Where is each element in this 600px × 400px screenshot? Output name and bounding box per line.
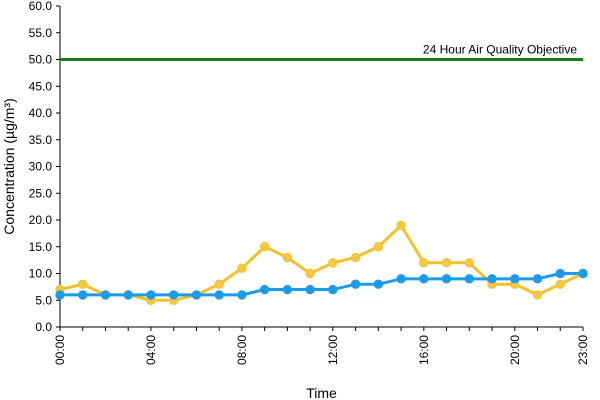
data-point: [146, 290, 156, 300]
y-tick-label: 20.0: [29, 213, 53, 227]
data-point: [100, 290, 111, 300]
y-tick-label: 60.0: [29, 0, 53, 13]
data-point: [441, 274, 452, 284]
data-point: [396, 220, 406, 231]
x-tick-label: 20:00: [508, 335, 522, 365]
data-point: [328, 284, 338, 295]
y-tick-label: 30.0: [29, 160, 53, 174]
data-point: [259, 284, 270, 295]
y-tick-label: 45.0: [29, 79, 53, 93]
data-point: [578, 268, 588, 279]
x-axis-title: Time: [306, 385, 337, 400]
data-point: [191, 290, 202, 300]
data-point: [396, 274, 406, 284]
y-tick-label: 15.0: [29, 240, 53, 254]
data-point: [214, 279, 224, 289]
y-tick-label: 25.0: [29, 186, 53, 200]
x-axis-ticks: 00:00 04:00 08:00 12:00 16:00 20:00 23:00: [53, 327, 590, 365]
y-tick-label: 50.0: [29, 53, 53, 67]
data-point: [328, 258, 338, 268]
data-point: [55, 290, 65, 300]
data-point: [555, 279, 565, 289]
x-tick-label: 08:00: [235, 335, 249, 365]
data-point: [214, 290, 224, 300]
data-point: [464, 274, 475, 284]
data-point: [419, 258, 429, 268]
data-point: [237, 290, 247, 300]
data-point: [510, 274, 520, 284]
series-2: [55, 268, 588, 300]
series-1: [55, 220, 588, 305]
y-tick-label: 55.0: [29, 26, 53, 40]
data-point: [464, 258, 475, 268]
data-point: [555, 268, 565, 279]
data-point: [419, 274, 429, 284]
data-point: [441, 258, 452, 268]
data-point: [305, 284, 315, 295]
x-tick-label: 04:00: [144, 335, 158, 365]
y-axis-ticks: 0.0 5.0 10.0 15.0 20.0 25.0 30.0 35.0 40.0 45.0 50…: [29, 0, 60, 334]
data-point: [305, 268, 315, 279]
y-axis-title: Concentration (µg/m³): [1, 98, 17, 234]
x-tick-label: 12:00: [326, 335, 340, 365]
y-tick-label: 10.0: [29, 267, 53, 281]
x-tick-label: 16:00: [417, 335, 431, 365]
data-point: [237, 263, 247, 273]
x-tick-label: 00:00: [53, 335, 67, 365]
data-point: [259, 242, 270, 252]
data-point: [168, 290, 179, 300]
data-point: [487, 274, 497, 284]
y-tick-label: 40.0: [29, 106, 53, 120]
data-point: [350, 252, 361, 263]
data-point: [350, 279, 361, 289]
objective-label: 24 Hour Air Quality Objective: [423, 43, 577, 57]
data-point: [282, 284, 293, 295]
y-tick-label: 5.0: [35, 293, 52, 307]
data-point: [532, 274, 543, 284]
x-tick-label: 23:00: [576, 335, 590, 365]
data-point: [373, 279, 384, 289]
data-point: [78, 279, 88, 289]
data-point: [373, 242, 384, 252]
y-tick-label: 0.0: [35, 320, 52, 334]
data-point: [532, 290, 543, 300]
y-tick-label: 35.0: [29, 133, 53, 147]
series-group: [55, 220, 588, 305]
data-point: [282, 252, 293, 263]
data-point: [123, 290, 133, 300]
objective-line-group: 24 Hour Air Quality Objective: [60, 43, 583, 61]
data-point: [78, 290, 88, 300]
